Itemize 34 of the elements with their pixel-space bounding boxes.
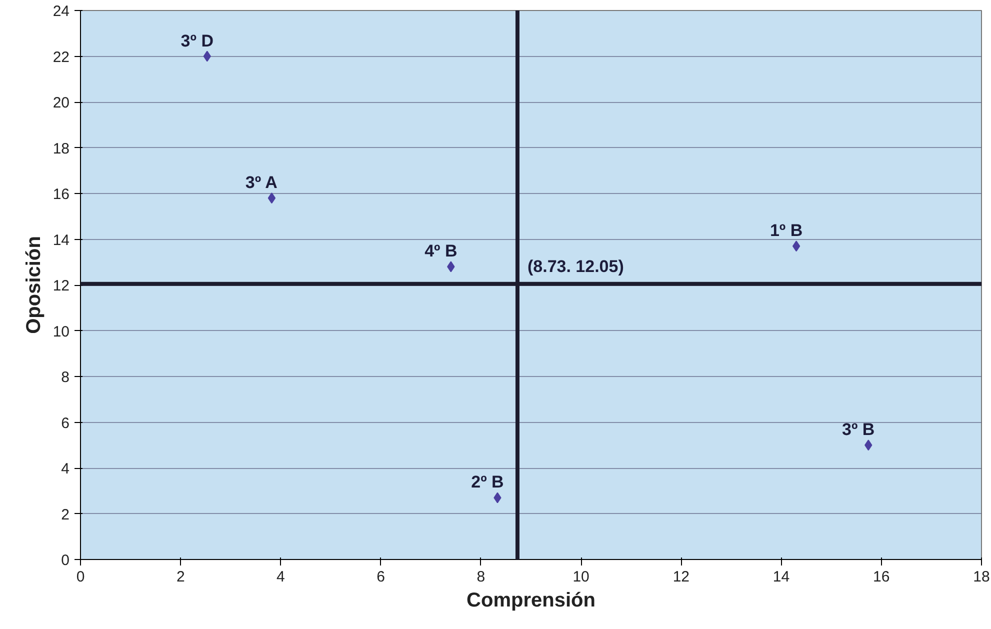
x-axis-title: Comprensión	[466, 590, 596, 612]
y-tick-label: 16	[52, 186, 70, 203]
y-tick-label: 22	[52, 48, 70, 66]
y-tick-label: 12	[52, 278, 70, 294]
y-tick-label: 2	[61, 506, 70, 524]
y-tick-label: 14	[52, 232, 70, 249]
annotation: 3º D	[180, 31, 214, 50]
y-axis-title: Oposición	[22, 236, 45, 334]
y-tick-label: 18	[52, 140, 70, 158]
x-tick-label: 12	[672, 568, 690, 586]
annotation: 3º A	[245, 173, 278, 192]
y-tick-label: 20	[52, 94, 70, 112]
y-tick-label: 0	[61, 552, 70, 569]
x-tick-label: 10	[572, 568, 590, 586]
y-tick-label: 6	[61, 414, 70, 432]
y-tick-label: 8	[61, 369, 70, 386]
x-tick-label: 4	[276, 568, 285, 586]
x-tick-label: 16	[873, 568, 890, 586]
y-tick-label: 4	[61, 460, 70, 478]
x-tick-label: 6	[376, 568, 386, 586]
x-tick-label: 18	[973, 568, 990, 586]
x-tick-label: 8	[476, 568, 486, 586]
annotation: 1º B	[770, 221, 803, 240]
x-tick-label: 0	[76, 568, 85, 586]
y-tick-label: 24	[52, 3, 70, 20]
y-tick-label: 10	[52, 323, 70, 340]
point	[792, 240, 800, 252]
point	[268, 192, 276, 204]
annotation: 2º B	[471, 472, 504, 492]
annotation: 4º B	[424, 242, 458, 261]
x-tick-label: 2	[176, 568, 185, 586]
annotation: (8.73. 12.05)	[527, 256, 624, 276]
x-tick-label: 14	[772, 568, 790, 586]
annotation: 3º B	[842, 420, 875, 440]
